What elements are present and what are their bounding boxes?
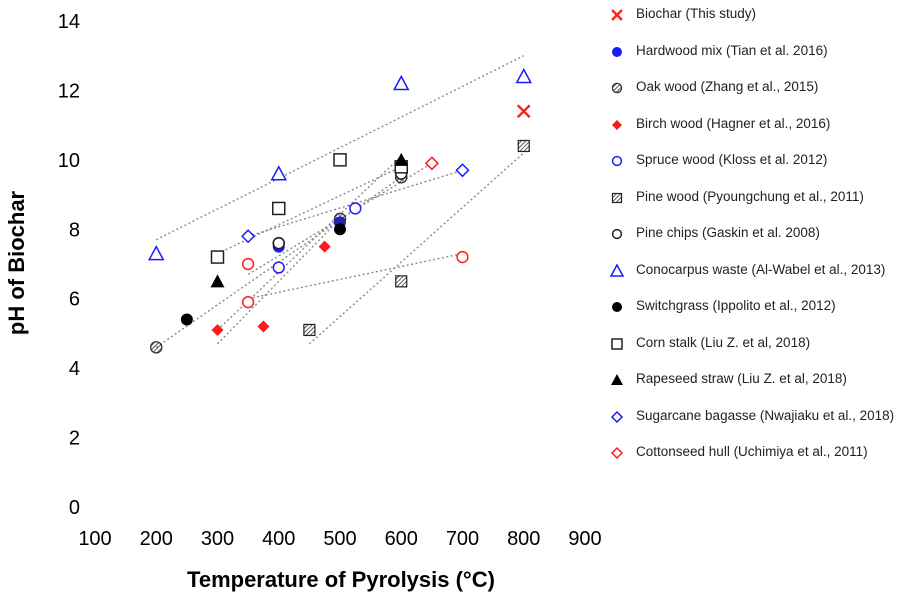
legend-item: Corn stalk (Liu Z. et al, 2018) xyxy=(596,335,896,372)
x-tick-label: 500 xyxy=(323,528,356,550)
legend-label: Hardwood mix (Tian et al. 2016) xyxy=(636,42,828,58)
y-tick-label: 14 xyxy=(58,11,80,33)
x-tick-label: 800 xyxy=(507,528,540,550)
y-tick-label: 12 xyxy=(58,80,80,102)
trendline xyxy=(217,166,402,255)
legend-item: Rapeseed straw (Liu Z. et al, 2018) xyxy=(596,371,896,408)
legend-label: Conocarpus waste (Al-Wabel et al., 2013) xyxy=(636,261,886,277)
legend-item: Hardwood mix (Tian et al. 2016) xyxy=(596,43,896,80)
data-point xyxy=(149,341,163,354)
legend-marker xyxy=(611,337,623,350)
legend-label: Rapeseed straw (Liu Z. et al, 2018) xyxy=(636,371,847,386)
data-point xyxy=(147,245,165,261)
y-axis-ticks: 0 2 4 6 8 10 12 14 xyxy=(58,11,80,519)
legend-item: Cottonseed hull (Uchimiya et al., 2011) xyxy=(596,444,896,481)
data-point xyxy=(210,250,225,264)
legend-item: Pine wood (Pyoungchung et al., 2011) xyxy=(596,189,896,226)
data-point xyxy=(395,275,408,288)
data-point xyxy=(210,274,225,288)
data-point xyxy=(394,152,409,166)
data-point xyxy=(272,261,285,274)
trendline xyxy=(247,169,463,237)
data-point xyxy=(272,237,285,250)
x-axis-title: Temperature of Pyrolysis (°C) xyxy=(187,567,495,592)
y-tick-label: 2 xyxy=(69,428,80,450)
x-axis-ticks: 100 200 300 400 500 600 700 800 900 xyxy=(78,528,601,550)
legend-marker xyxy=(610,263,624,277)
data-point xyxy=(455,163,470,178)
legend-label: Cottonseed hull (Uchimiya et al., 2011) xyxy=(636,444,868,459)
legend-label: Corn stalk (Liu Z. et al, 2018) xyxy=(636,334,811,350)
data-point xyxy=(241,296,255,309)
legend-label: Pine wood (Pyoungchung et al., 2011) xyxy=(636,188,864,204)
legend-item: Switchgrass (Ippolito et al., 2012) xyxy=(596,298,896,335)
legend-item: Biochar (This study) xyxy=(596,6,896,43)
data-point xyxy=(349,202,362,215)
legend-marker xyxy=(611,228,623,240)
data-point xyxy=(303,323,316,337)
legend-marker xyxy=(612,119,622,130)
legend-item: Pine chips (Gaskin et al. 2008) xyxy=(596,225,896,262)
y-tick-label: 10 xyxy=(58,150,80,172)
legend-label: Switchgrass (Ippolito et al., 2012) xyxy=(636,298,836,313)
legend-marker xyxy=(611,374,623,385)
legend-marker xyxy=(612,302,622,312)
data-point xyxy=(333,153,347,167)
legend-marker xyxy=(610,410,624,423)
legend-item: Sugarcane bagasse (Nwajiaku et al., 2018… xyxy=(596,408,896,445)
y-axis-title: pH of Biochar xyxy=(4,190,29,335)
legend-label: Pine chips (Gaskin et al. 2008) xyxy=(636,225,820,240)
legend-marker xyxy=(612,46,622,57)
data-point xyxy=(257,320,270,333)
trendline xyxy=(155,55,525,241)
data-point xyxy=(241,257,255,271)
trendlines xyxy=(155,55,525,348)
data-point xyxy=(516,104,531,119)
legend-label: Sugarcane bagasse (Nwajiaku et al., 2018… xyxy=(636,407,895,423)
data-point xyxy=(270,165,288,181)
legend-marker xyxy=(611,155,623,167)
x-tick-label: 100 xyxy=(78,528,111,550)
data-point xyxy=(424,156,439,171)
y-tick-label: 8 xyxy=(69,219,80,241)
y-tick-label: 0 xyxy=(69,497,80,519)
legend-item: Spruce wood (Kloss et al. 2012) xyxy=(596,152,896,189)
data-point xyxy=(517,139,530,153)
legend-item: Birch wood (Hagner et al., 2016) xyxy=(596,116,896,153)
x-tick-label: 300 xyxy=(201,528,234,550)
legend-marker xyxy=(611,82,623,94)
x-tick-label: 600 xyxy=(385,528,418,550)
data-point xyxy=(456,250,469,264)
trendline xyxy=(308,152,525,345)
legend-marker xyxy=(611,192,623,203)
data-point xyxy=(241,229,256,244)
y-tick-label: 6 xyxy=(69,289,80,311)
trendline xyxy=(247,252,463,300)
legend-label: Oak wood (Zhang et al., 2015) xyxy=(636,79,819,94)
legend-marker xyxy=(610,446,624,460)
legend-label: Birch wood (Hagner et al., 2016) xyxy=(636,115,831,131)
data-point xyxy=(211,323,224,336)
trendline xyxy=(217,218,341,345)
legend: Biochar (This study) Hardwood mix (Tian e… xyxy=(596,6,896,481)
y-tick-label: 4 xyxy=(69,358,80,380)
legend-label: Spruce wood (Kloss et al. 2012) xyxy=(636,152,828,167)
x-tick-label: 700 xyxy=(446,528,479,550)
data-point xyxy=(272,201,286,216)
data-point xyxy=(334,223,346,236)
legend-item: Oak wood (Zhang et al., 2015) xyxy=(596,79,896,116)
legend-marker xyxy=(611,9,623,21)
data-points xyxy=(147,67,533,354)
x-tick-label: 900 xyxy=(568,528,601,550)
legend-label: Biochar (This study) xyxy=(636,6,757,21)
legend-item: Conocarpus waste (Al-Wabel et al., 2013) xyxy=(596,262,896,299)
x-tick-label: 200 xyxy=(140,528,173,550)
data-point xyxy=(392,74,410,91)
data-point xyxy=(333,212,347,226)
data-point xyxy=(180,313,193,326)
data-point xyxy=(318,240,331,253)
data-point xyxy=(515,67,533,84)
x-tick-label: 400 xyxy=(262,528,295,550)
